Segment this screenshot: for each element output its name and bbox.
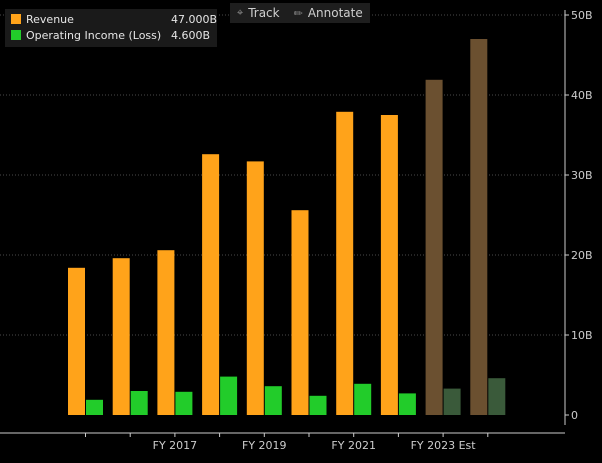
x-axis-ticks: FY 2017 FY 2019 FY 2021 FY 2023 Est (85, 433, 489, 452)
track-label: Track (248, 6, 280, 20)
track-button[interactable]: ⌖ Track (230, 6, 287, 20)
crosshair-icon: ⌖ (237, 6, 244, 19)
annotate-button[interactable]: ✏ Annotate (287, 6, 370, 20)
legend-label-revenue: Revenue (26, 13, 74, 26)
chart-toolbar: ⌖ Track ✏ Annotate (230, 3, 370, 23)
bar-operating-income[interactable] (264, 386, 282, 415)
bar-operating-income[interactable] (443, 388, 461, 415)
legend-value-revenue: 47.000B (171, 13, 218, 26)
y-tick-label: 20B (571, 249, 593, 262)
bar-revenue[interactable] (380, 115, 398, 415)
bars (68, 39, 506, 416)
y-tick-label: 10B (571, 329, 593, 342)
bar-operating-income[interactable] (220, 376, 238, 415)
bar-revenue[interactable] (157, 250, 175, 415)
pencil-icon: ✏ (293, 6, 303, 20)
bar-revenue[interactable] (291, 210, 309, 415)
y-tick-label: 0 (571, 409, 578, 422)
legend-label-operating-income: Operating Income (Loss) (26, 29, 162, 42)
bar-revenue[interactable] (112, 258, 130, 415)
legend-item-operating-income[interactable]: Operating Income (Loss) 4.600B (11, 29, 210, 43)
bar-revenue[interactable] (470, 39, 488, 415)
legend-swatch-revenue (11, 14, 21, 24)
legend-item-revenue[interactable]: Revenue 47.000B (11, 13, 217, 27)
bar-operating-income[interactable] (86, 399, 103, 415)
legend: Revenue 47.000B Operating Income (Loss) … (5, 9, 217, 47)
legend-value-operating-income: 4.600B (171, 29, 211, 42)
bar-revenue[interactable] (246, 161, 264, 415)
bar-operating-income[interactable] (175, 391, 193, 415)
x-tick-label: FY 2019 (242, 439, 287, 452)
bar-operating-income[interactable] (130, 391, 148, 415)
bar-revenue[interactable] (336, 111, 354, 416)
y-tick-label: 40B (571, 89, 593, 102)
bar-operating-income[interactable] (354, 383, 372, 415)
annotate-label: Annotate (307, 6, 363, 20)
x-tick-label: FY 2021 (331, 439, 376, 452)
bar-revenue[interactable] (202, 154, 220, 415)
bar-operating-income[interactable] (488, 378, 506, 415)
y-tick-label: 50B (571, 9, 593, 22)
bar-revenue[interactable] (425, 79, 443, 416)
y-tick-label: 30B (571, 169, 593, 182)
legend-swatch-operating-income (11, 30, 21, 40)
x-tick-label: FY 2023 Est (411, 439, 477, 452)
bar-operating-income[interactable] (309, 395, 327, 415)
y-axis-ticks: 0 10B 20B 30B 40B 50B (565, 9, 593, 422)
x-tick-label: FY 2017 (153, 439, 198, 452)
bar-operating-income[interactable] (398, 393, 416, 415)
bar-revenue[interactable] (68, 267, 85, 415)
